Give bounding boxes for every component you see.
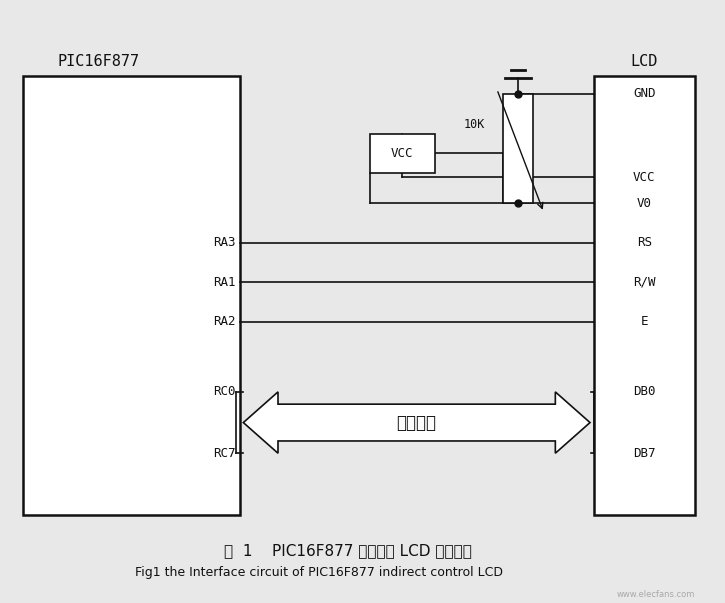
Bar [502,94,533,203]
Text: RA2: RA2 [214,315,236,328]
Text: DB7: DB7 [633,447,655,459]
Text: LCD: LCD [631,54,658,69]
Bar [23,77,240,514]
Text: R/W: R/W [633,276,655,289]
Text: 图  1    PIC16F877 间接控制 LCD 接口电路: 图 1 PIC16F877 间接控制 LCD 接口电路 [224,543,472,558]
Text: VCC: VCC [633,171,655,184]
Text: RA1: RA1 [214,276,236,289]
Text: 数据总线: 数据总线 [397,414,436,432]
Text: RC0: RC0 [214,385,236,399]
Text: RA3: RA3 [214,236,236,250]
Text: RC7: RC7 [214,447,236,459]
Text: VCC: VCC [391,147,413,160]
Bar [594,77,695,514]
Text: 10K: 10K [463,118,484,131]
Text: www.elecfans.com: www.elecfans.com [616,590,695,599]
Bar [370,134,435,172]
Text: Fig1 the Interface circuit of PIC16F877 indirect control LCD: Fig1 the Interface circuit of PIC16F877 … [135,566,503,579]
Text: E: E [640,315,648,328]
Text: V0: V0 [637,197,652,210]
Text: RS: RS [637,236,652,250]
Polygon shape [244,392,590,453]
Text: DB0: DB0 [633,385,655,399]
Text: PIC16F877: PIC16F877 [58,54,140,69]
Text: GND: GND [633,87,655,101]
